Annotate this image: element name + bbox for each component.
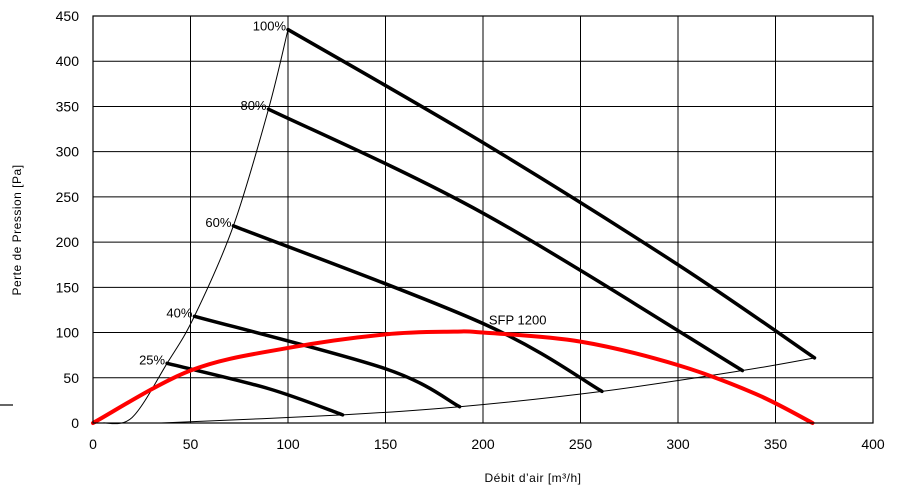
y-tick-label: 250 (56, 189, 80, 205)
fan-curve-label: 100% (253, 19, 287, 34)
x-tick-label: 350 (764, 436, 788, 452)
y-tick-labels: 0 50 100 150 200 250 300 350 400 450 (56, 8, 80, 431)
boundary-curve (102, 29, 289, 425)
fan-curve-line (286, 27, 817, 360)
fan-curve-label: 40% (166, 305, 192, 320)
sfp-curve-label: SFP 1200 (489, 312, 547, 327)
y-tick-label: 100 (56, 325, 80, 341)
fan-curve-line (231, 224, 604, 394)
fan-curve-label: 80% (240, 98, 266, 113)
sfp-curve-group (91, 329, 815, 425)
x-tick-labels: 0 50 100 150 200 250 300 350 400 (89, 436, 885, 452)
fan-curve-line (266, 107, 745, 373)
x-tick-label: 100 (276, 436, 300, 452)
x-axis-title: Débit d’air [m³/h] (484, 471, 581, 485)
fan-curve-line (192, 314, 462, 409)
plot-frame (92, 15, 874, 424)
fan-curve-line (165, 361, 345, 417)
y-tick-label: 0 (71, 415, 79, 431)
curve-labels: 100% 80% 60% 40% 25% SFP 1200 (139, 19, 546, 368)
y-axis-title: Perte de Pression [Pa] (10, 164, 24, 295)
y-tick-label: 350 (56, 98, 80, 114)
fan-curves (165, 27, 817, 417)
y-tick-label: 150 (56, 279, 80, 295)
y-tick-label: 450 (56, 8, 80, 24)
y-tick-label: 200 (56, 234, 80, 250)
x-tick-label: 200 (471, 436, 495, 452)
y-tick-label: 300 (56, 144, 80, 160)
x-tick-label: 300 (666, 436, 690, 452)
y-tick-label: 400 (56, 53, 80, 69)
x-tick-label: 0 (89, 436, 97, 452)
fan-curve-label: 60% (205, 215, 231, 230)
x-tick-label: 250 (569, 436, 593, 452)
boundary-curve (161, 357, 815, 424)
x-tick-label: 400 (861, 436, 885, 452)
x-tick-label: 150 (374, 436, 398, 452)
fan-curve-label: 25% (139, 352, 165, 367)
sfp-curve-line (91, 329, 815, 425)
x-tick-label: 50 (183, 436, 199, 452)
y-tick-label: 50 (63, 370, 79, 386)
